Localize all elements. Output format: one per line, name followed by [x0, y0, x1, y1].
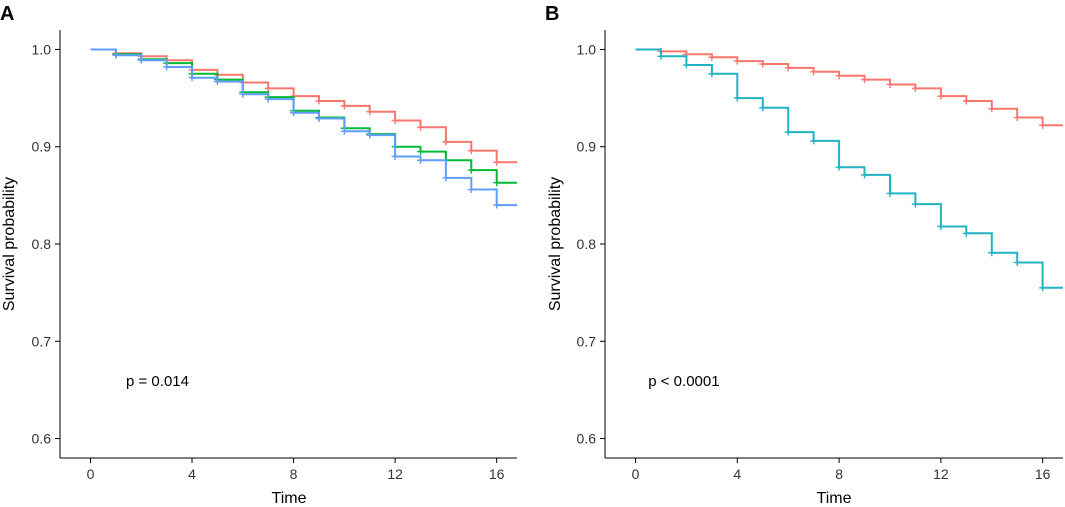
- y-tick-label: 0.8: [32, 236, 52, 252]
- censor-mark: [988, 249, 996, 257]
- censor-mark: [391, 116, 399, 124]
- plot-area: 0.6 0.7 0.8 0.9 1.0 0 4 8 12 16: [32, 30, 517, 482]
- censor-mark: [112, 51, 120, 59]
- censor-mark: [467, 147, 475, 155]
- x-axis-title: Time: [272, 490, 307, 507]
- censor-mark: [759, 104, 767, 112]
- censor-mark: [1013, 114, 1021, 122]
- censor-mark: [835, 163, 843, 171]
- censor-mark: [493, 158, 501, 166]
- x-tick-label: 8: [835, 466, 843, 482]
- x-tick-label: 8: [290, 466, 298, 482]
- censor-mark: [417, 148, 425, 156]
- censor-mark: [810, 137, 818, 145]
- censor-mark: [682, 61, 690, 69]
- x-tick-label: 4: [188, 466, 196, 482]
- censor-mark: [733, 94, 741, 102]
- panel-b: B 0.6 0.7 0.8 0.9 1.0 0 4 8 12 16 Time Survival p…: [545, 3, 1063, 507]
- y-tick-label: 0.9: [577, 139, 597, 155]
- censor-mark: [239, 90, 247, 98]
- panel-a: A 0.6 0.7 0.8 0.9 1.0 0 4 8 12 16 Time Survival p…: [0, 3, 517, 507]
- censor-mark: [835, 72, 843, 80]
- x-tick-label: 0: [632, 466, 640, 482]
- censor-mark: [784, 128, 792, 136]
- censor-mark: [442, 138, 450, 146]
- censor-mark: [861, 76, 869, 84]
- survival-curve-green: [90, 48, 517, 184]
- censor-mark: [911, 84, 919, 92]
- censor-mark: [1013, 258, 1021, 266]
- censor-mark: [708, 53, 716, 61]
- p-value-annotation: p = 0.014: [126, 373, 189, 390]
- censor-mark: [937, 222, 945, 230]
- censor-mark: [759, 60, 767, 68]
- censor-mark: [213, 78, 221, 86]
- y-axis-title: Survival probability: [547, 177, 564, 311]
- censor-mark: [784, 64, 792, 72]
- survival-curve-red: [635, 48, 1063, 127]
- censor-mark: [962, 229, 970, 237]
- censor-mark: [391, 152, 399, 160]
- censor-mark: [962, 97, 970, 105]
- y-tick-label: 0.8: [577, 236, 597, 252]
- y-tick-label: 1.0: [577, 41, 597, 57]
- censor-mark: [733, 57, 741, 65]
- censor-mark: [315, 97, 323, 105]
- x-axis-title: Time: [817, 490, 852, 507]
- survival-curve-red: [90, 48, 517, 164]
- censor-mark: [442, 174, 450, 182]
- censor-mark: [1039, 121, 1047, 129]
- y-tick-label: 0.9: [32, 139, 52, 155]
- x-tick-label: 4: [733, 466, 741, 482]
- censor-mark: [1039, 284, 1047, 292]
- censor-mark: [137, 56, 145, 64]
- censor-mark: [264, 84, 272, 92]
- censor-mark: [417, 156, 425, 164]
- censor-mark: [708, 70, 716, 78]
- censor-mark: [366, 108, 374, 116]
- censor-mark: [467, 166, 475, 174]
- censor-mark: [340, 102, 348, 110]
- y-tick-label: 0.7: [32, 333, 52, 349]
- censor-mark: [886, 80, 894, 88]
- x-tick-label: 12: [387, 466, 403, 482]
- censor-mark: [366, 131, 374, 139]
- censor-mark: [911, 200, 919, 208]
- censor-mark: [861, 171, 869, 179]
- censor-mark: [315, 115, 323, 123]
- censor-mark: [264, 95, 272, 103]
- censor-mark: [657, 52, 665, 60]
- y-tick-label: 0.6: [577, 431, 597, 447]
- y-tick-label: 0.7: [577, 333, 597, 349]
- x-tick-label: 16: [489, 466, 505, 482]
- censor-mark: [493, 179, 501, 187]
- survival-curve-blue: [90, 48, 517, 207]
- censor-mark: [290, 109, 298, 117]
- censor-mark: [188, 74, 196, 82]
- p-value-annotation: p < 0.0001: [648, 373, 719, 390]
- survival-curve-cyan: [635, 48, 1063, 289]
- censor-mark: [988, 105, 996, 113]
- plot-area: 0.6 0.7 0.8 0.9 1.0 0 4 8 12 16: [577, 30, 1063, 482]
- censor-mark: [810, 68, 818, 76]
- censor-mark: [417, 123, 425, 131]
- x-tick-label: 12: [933, 466, 949, 482]
- censor-mark: [467, 186, 475, 194]
- censor-mark: [493, 201, 501, 209]
- x-tick-label: 0: [87, 466, 95, 482]
- censor-mark: [937, 92, 945, 100]
- y-tick-label: 1.0: [32, 41, 52, 57]
- censor-mark: [340, 127, 348, 135]
- y-axis-title: Survival probability: [1, 177, 18, 311]
- censor-mark: [886, 189, 894, 197]
- x-tick-label: 16: [1035, 466, 1051, 482]
- censor-mark: [163, 63, 171, 71]
- y-tick-label: 0.6: [32, 431, 52, 447]
- panel-label: A: [0, 3, 14, 25]
- panel-label: B: [545, 3, 559, 25]
